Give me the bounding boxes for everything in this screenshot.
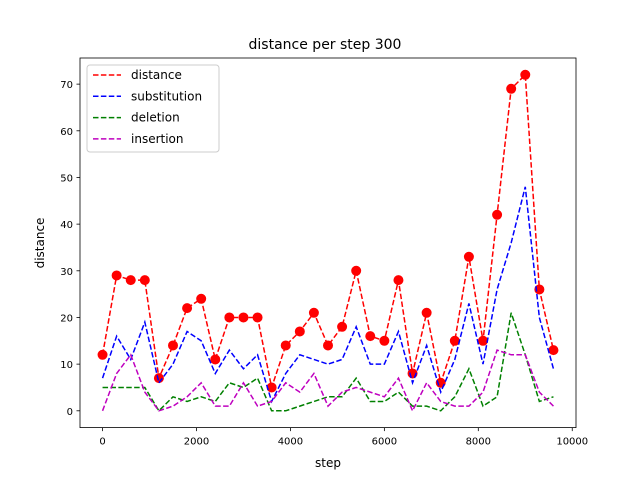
legend-label-insertion: insertion	[131, 132, 184, 146]
data-point-distance	[492, 209, 503, 220]
y-tick-label: 30	[60, 267, 73, 278]
data-point-distance	[280, 340, 291, 351]
y-axis-label: distance	[33, 218, 47, 269]
data-point-distance	[125, 275, 136, 286]
data-point-distance	[379, 335, 390, 346]
data-point-distance	[182, 303, 193, 314]
axes-frame	[79, 57, 577, 429]
x-tick-label: 6000	[372, 437, 397, 448]
y-tick-label: 50	[60, 173, 73, 184]
data-point-distance	[323, 340, 333, 351]
y-tick-label: 10	[60, 360, 73, 371]
data-point-distance	[365, 331, 376, 342]
data-point-distance	[463, 251, 474, 262]
series-layer	[97, 69, 559, 413]
data-point-distance	[252, 312, 263, 323]
y-tick-label: 20	[60, 313, 73, 324]
data-point-distance	[534, 284, 545, 295]
data-point-distance	[393, 275, 404, 286]
y-axis-ticks: 0 10 20 30 40 50 60 70	[60, 80, 80, 418]
series-line-deletion	[102, 312, 554, 413]
legend: distance substitution deletion insertion	[86, 64, 220, 153]
x-axis-ticks: 0 2000 4000 6000 8000 10000	[99, 427, 588, 448]
x-tick-label: 4000	[278, 437, 303, 448]
data-point-distance	[337, 321, 348, 332]
x-axis-label: step	[315, 456, 341, 470]
y-tick-label: 40	[60, 220, 73, 231]
data-point-distance	[111, 270, 122, 281]
data-point-distance	[153, 373, 164, 384]
data-point-distance	[351, 265, 362, 276]
data-point-distance	[294, 326, 305, 337]
x-tick-label: 2000	[184, 437, 209, 448]
legend-label-substitution: substitution	[131, 89, 202, 103]
data-point-distance	[97, 349, 108, 360]
data-point-distance	[421, 307, 432, 318]
y-tick-label: 70	[60, 80, 73, 91]
data-point-distance	[210, 354, 221, 365]
x-tick-label: 0	[99, 437, 105, 448]
data-point-distance	[308, 307, 319, 318]
legend-label-distance: distance	[131, 68, 182, 82]
data-point-distance	[266, 382, 277, 393]
data-point-distance	[168, 340, 178, 351]
x-tick-label: 8000	[466, 437, 491, 448]
chart-title: distance per step 300	[249, 37, 402, 53]
series-line-insertion	[101, 349, 554, 413]
legend-box	[86, 64, 220, 153]
x-tick-label: 10000	[556, 437, 588, 448]
data-point-distance	[238, 312, 249, 323]
data-point-distance	[224, 312, 235, 323]
y-tick-label: 60	[60, 127, 73, 138]
series-line-distance	[101, 73, 555, 391]
series-line-substitution	[101, 186, 555, 404]
data-point-distance	[548, 345, 559, 356]
y-tick-label: 0	[67, 407, 73, 418]
data-point-distance	[139, 275, 150, 286]
legend-label-deletion: deletion	[131, 111, 180, 125]
data-point-distance	[196, 293, 207, 304]
data-point-distance	[506, 83, 517, 94]
data-point-distance	[520, 69, 531, 80]
data-point-distance	[478, 335, 488, 346]
